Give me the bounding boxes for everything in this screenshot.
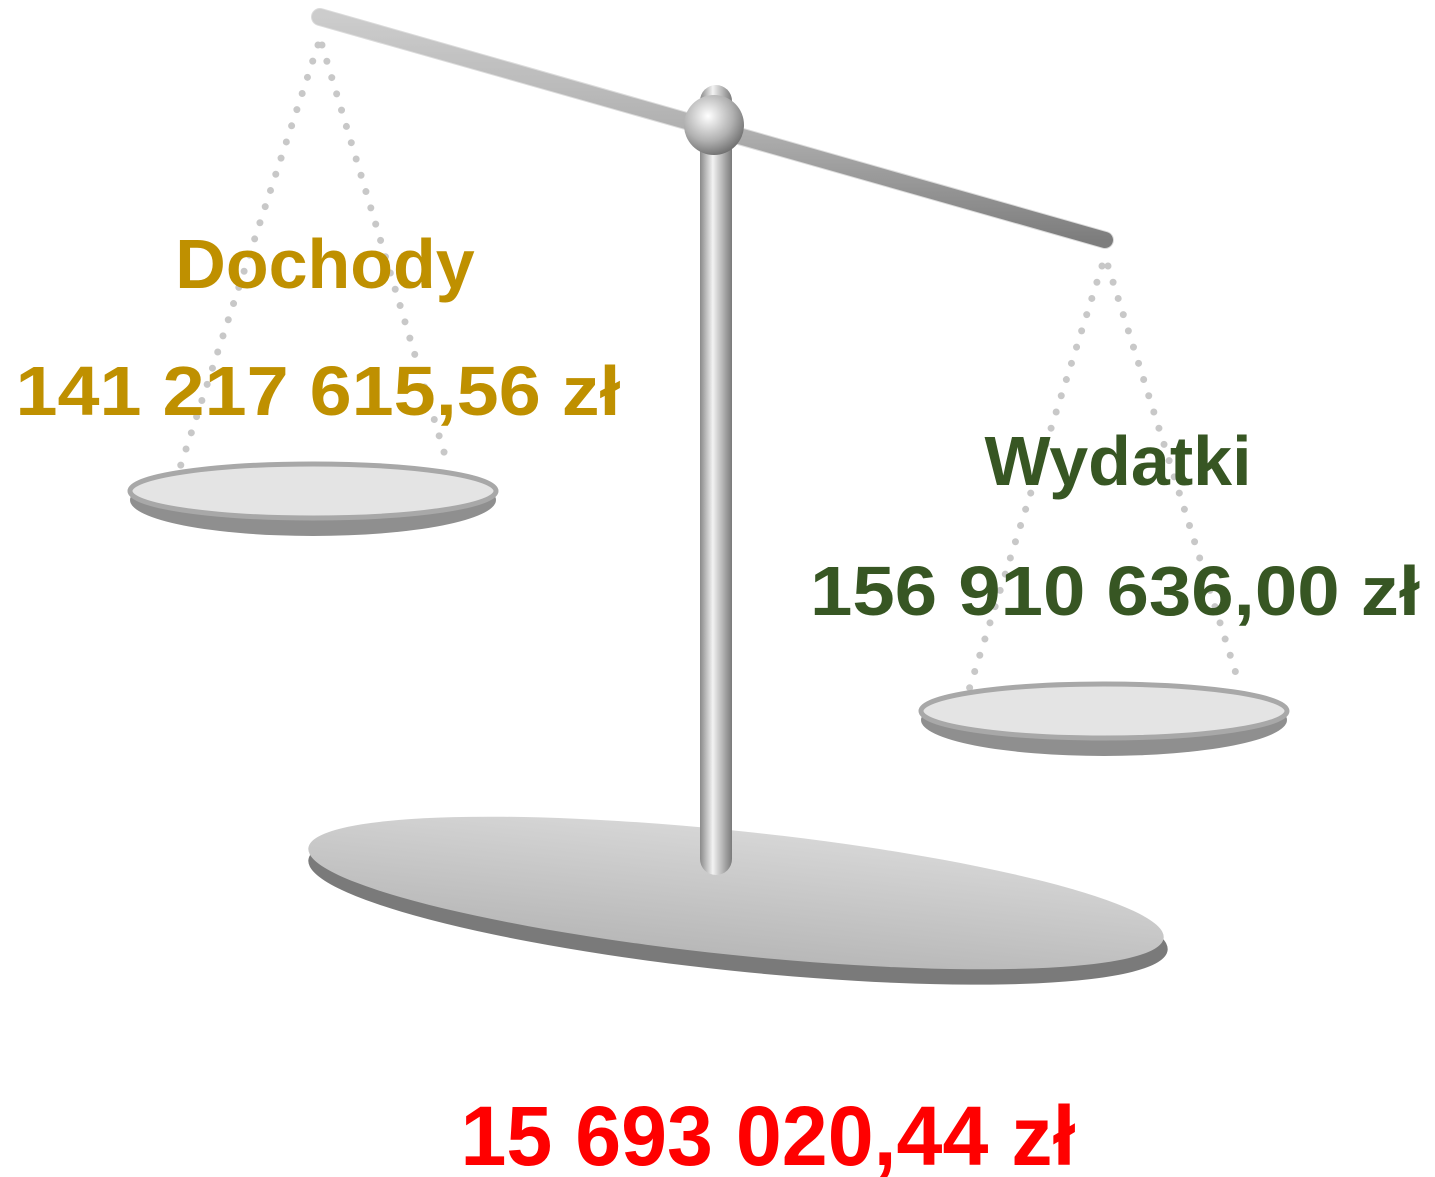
scale-base [301,786,1174,1015]
scale-pivot [684,95,744,155]
expense-label: Wydatki [984,422,1251,500]
scale-pole [700,85,732,875]
income-label: Dochody [175,225,475,303]
difference-amount: 15 693 020,44 zł [461,1089,1076,1177]
left-pan [130,464,496,536]
right-pan [921,684,1287,756]
income-amount: 141 217 615,56 zł [16,352,621,430]
expense-amount: 156 910 636,00 zł [810,552,1420,630]
balance-scale-graphic: Dochody 141 217 615,56 zł Wydatki 156 91… [0,0,1435,1177]
